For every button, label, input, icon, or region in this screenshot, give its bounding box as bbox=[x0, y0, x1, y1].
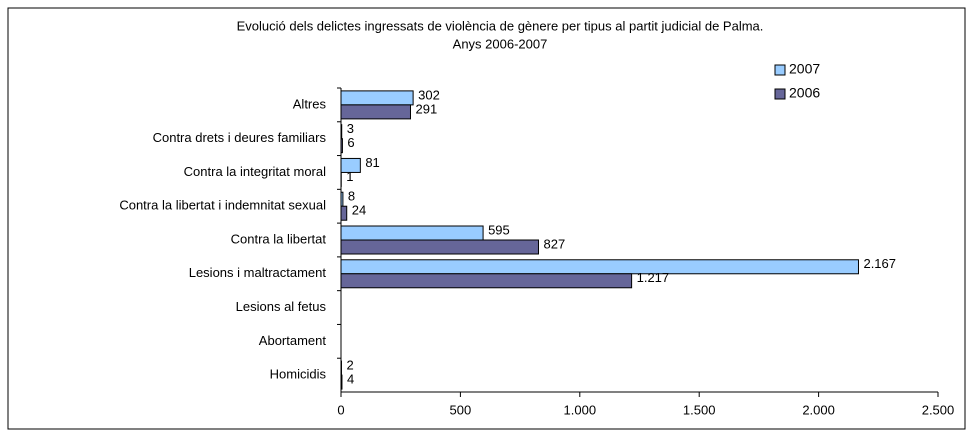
y-tick-label: Contra drets i deures familiars bbox=[153, 130, 327, 145]
bar bbox=[340, 205, 348, 221]
bar bbox=[340, 273, 633, 289]
bar bbox=[340, 239, 539, 255]
y-tick-label: Lesions al fetus bbox=[236, 299, 327, 314]
legend-label: 2006 bbox=[789, 85, 820, 101]
y-tick-label: Contra la libertat i indemnitat sexual bbox=[119, 198, 326, 213]
legend-swatch bbox=[774, 64, 786, 76]
bar bbox=[340, 374, 343, 390]
value-label: 3 bbox=[347, 121, 354, 136]
x-tick-label: 1.500 bbox=[683, 402, 716, 417]
value-label: 302 bbox=[418, 87, 440, 102]
bar bbox=[340, 104, 411, 120]
y-tick-label: Homicidis bbox=[270, 367, 327, 382]
bar bbox=[340, 124, 343, 140]
bar bbox=[340, 157, 361, 173]
bar bbox=[340, 225, 484, 241]
x-tick-label: 2.500 bbox=[922, 402, 955, 417]
legend-label: 2007 bbox=[789, 61, 820, 77]
value-label: 6 bbox=[347, 135, 354, 150]
chart-frame bbox=[7, 7, 966, 430]
bar bbox=[340, 138, 343, 154]
x-tick-label: 2.000 bbox=[802, 402, 835, 417]
y-tick-label: Contra la libertat bbox=[231, 231, 327, 246]
value-label: 595 bbox=[488, 222, 510, 237]
value-label: 4 bbox=[347, 372, 354, 387]
chart-title: Evolució dels delictes ingressats de vio… bbox=[237, 18, 764, 33]
value-label: 827 bbox=[543, 236, 565, 251]
legend-swatch bbox=[774, 88, 786, 100]
value-label: 1 bbox=[346, 169, 353, 184]
chart-subtitle: Anys 2006-2007 bbox=[453, 36, 548, 51]
value-label: 1.217 bbox=[637, 270, 670, 285]
value-label: 24 bbox=[352, 203, 366, 218]
value-label: 291 bbox=[415, 101, 437, 116]
y-tick-label: Altres bbox=[293, 96, 327, 111]
value-label: 2 bbox=[346, 358, 353, 373]
value-label: 8 bbox=[348, 189, 355, 204]
y-tick-label: Contra la integritat moral bbox=[184, 164, 326, 179]
x-tick-label: 0 bbox=[337, 402, 344, 417]
x-tick-label: 500 bbox=[450, 402, 472, 417]
bar bbox=[340, 191, 344, 207]
y-tick-label: Abortament bbox=[259, 333, 327, 348]
bar bbox=[340, 90, 414, 106]
x-tick-label: 1.000 bbox=[564, 402, 597, 417]
bar bbox=[340, 259, 859, 275]
value-label: 81 bbox=[365, 155, 379, 170]
y-tick-label: Lesions i maltractament bbox=[189, 265, 327, 280]
value-label: 2.167 bbox=[863, 256, 896, 271]
